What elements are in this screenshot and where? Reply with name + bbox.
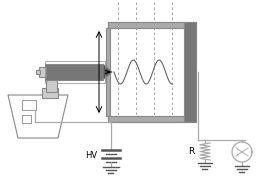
Bar [184, 22, 196, 122]
Bar [46, 80, 57, 92]
Polygon shape [103, 64, 112, 80]
Bar [42, 88, 58, 98]
Bar [45, 61, 105, 83]
Bar [36, 70, 40, 74]
Text: R: R [188, 147, 194, 156]
Bar [108, 22, 196, 122]
Polygon shape [8, 95, 68, 138]
Bar [22, 100, 36, 110]
Bar [108, 22, 184, 28]
Bar [22, 115, 31, 123]
Text: HV: HV [85, 152, 97, 161]
Bar [39, 67, 46, 77]
Bar [108, 116, 184, 122]
Bar [45, 64, 103, 80]
Bar [106, 28, 110, 116]
